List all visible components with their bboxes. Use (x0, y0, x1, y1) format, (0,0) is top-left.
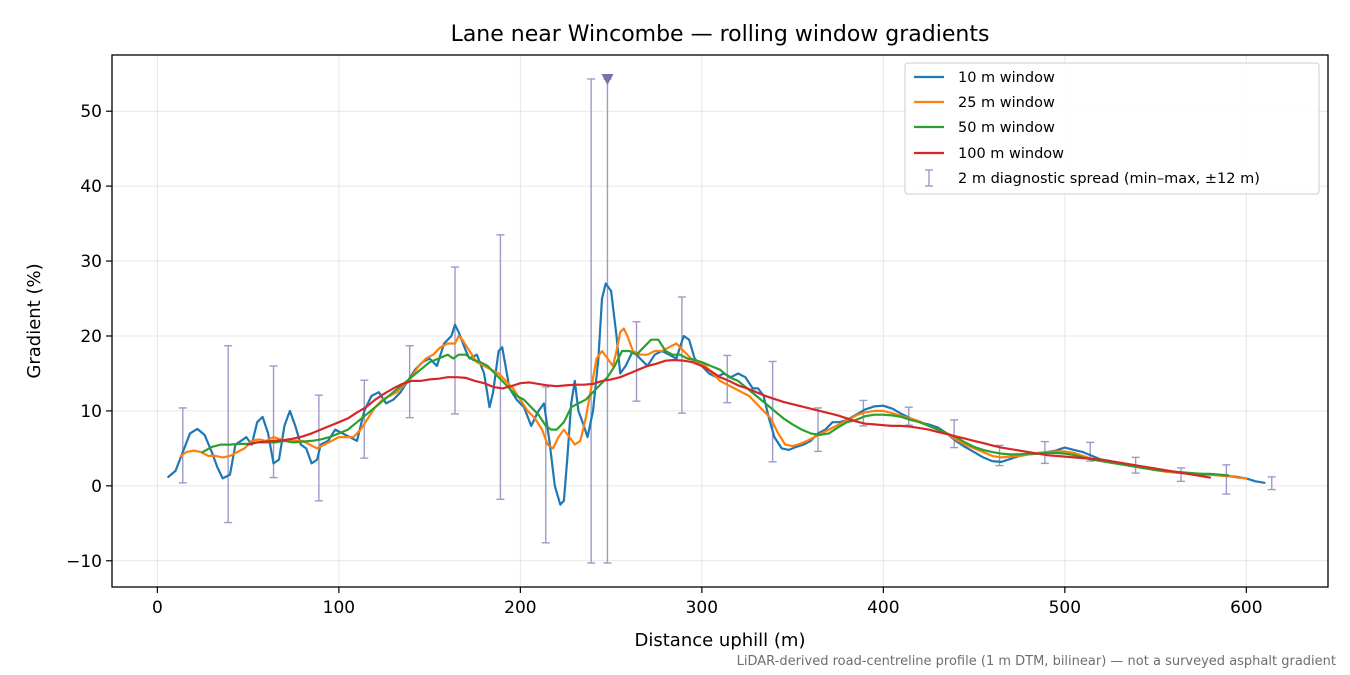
errorbar (768, 360, 777, 463)
series-line-2 (201, 338, 1230, 477)
errorbar (360, 379, 369, 459)
series-line-3 (247, 358, 1212, 479)
chart-title: Lane near Wincombe — rolling window grad… (451, 22, 990, 47)
line-series-group (167, 282, 1266, 506)
errorbar (632, 321, 641, 402)
y-tick-label: 0 (91, 477, 102, 497)
errorbar (1267, 476, 1276, 491)
errorbar (224, 345, 233, 524)
errorbar (587, 78, 596, 564)
errorbar (904, 406, 913, 426)
legend-label: 100 m window (958, 146, 1064, 162)
series-line-1 (179, 327, 1248, 480)
series-line-0 (167, 282, 1266, 506)
x-tick-label: 100 (323, 598, 355, 618)
x-tick-label: 0 (152, 598, 163, 618)
legend-label: 25 m window (958, 95, 1055, 111)
y-axis: −10 0 10 20 30 40 50 (66, 102, 112, 572)
x-tick-label: 500 (1049, 598, 1081, 618)
clipped-spread-marker (601, 73, 614, 85)
x-tick-label: 200 (504, 598, 536, 618)
errorbar (451, 266, 460, 415)
legend-swatch (925, 169, 933, 187)
errorbar (1222, 464, 1231, 495)
errorbar (1176, 467, 1185, 483)
legend-box (904, 62, 1320, 195)
y-axis-label: Gradient (%) (24, 263, 45, 378)
x-tick-label: 600 (1230, 598, 1262, 618)
errorbar (496, 234, 505, 501)
errorbar (178, 407, 187, 484)
x-axis-label: Distance uphill (m) (635, 630, 806, 651)
legend: 10 m window 25 m window 50 m window 100 m w… (904, 62, 1320, 195)
legend-label: 10 m window (958, 70, 1055, 86)
x-tick-label: 300 (686, 598, 718, 618)
plot-frame (111, 54, 1329, 588)
legend-label: 50 m window (958, 120, 1055, 136)
y-tick-label: 30 (80, 252, 102, 272)
x-axis: 0 100 200 300 400 500 600 (152, 587, 1263, 618)
errorbar (603, 78, 612, 564)
errorbar (814, 407, 823, 453)
y-tick-label: 10 (80, 402, 102, 422)
x-tick-label: 400 (867, 598, 899, 618)
y-tick-label: 50 (80, 102, 102, 122)
legend-label: 2 m diagnostic spread (min–max, ±12 m) (958, 171, 1260, 187)
y-tick-label: −10 (66, 552, 102, 572)
errorbar (950, 419, 959, 449)
y-tick-label: 20 (80, 327, 102, 347)
y-tick-label: 40 (80, 177, 102, 197)
footnote: LiDAR-derived road-centreline profile (1… (737, 654, 1336, 669)
